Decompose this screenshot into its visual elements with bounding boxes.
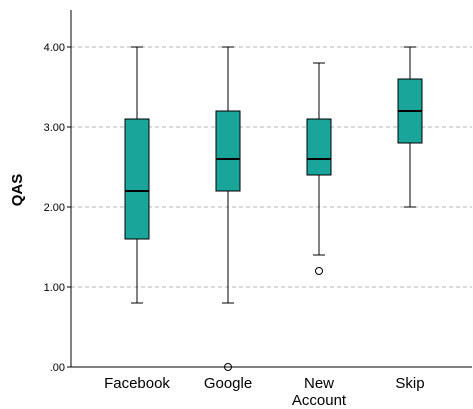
- y-tick-label: 4.00: [44, 42, 65, 54]
- box-new-account: [306, 62, 332, 275]
- x-tick-label: New: [304, 375, 334, 392]
- y-tick-label: 3.00: [44, 122, 65, 134]
- box-google: [215, 46, 241, 371]
- y-axis-title: QAS: [9, 174, 26, 207]
- x-tick-label: Skip: [395, 375, 424, 392]
- iqr-box: [306, 118, 332, 176]
- y-tick-label: .00: [50, 362, 65, 374]
- x-tick-label: Facebook: [104, 375, 170, 392]
- boxes: [124, 46, 423, 371]
- y-tick-label: 2.00: [44, 202, 65, 214]
- iqr-box: [215, 110, 241, 192]
- iqr-box: [124, 118, 150, 240]
- x-tick-label: Google: [204, 375, 252, 392]
- box-facebook: [124, 46, 150, 304]
- box-skip: [397, 46, 423, 208]
- y-axis-ticks: .00 1.00 2.00 3.00 4.00: [44, 42, 71, 374]
- y-tick-label: 1.00: [44, 282, 65, 294]
- outlier-point: [315, 267, 323, 275]
- x-tick-label: Account: [292, 392, 347, 409]
